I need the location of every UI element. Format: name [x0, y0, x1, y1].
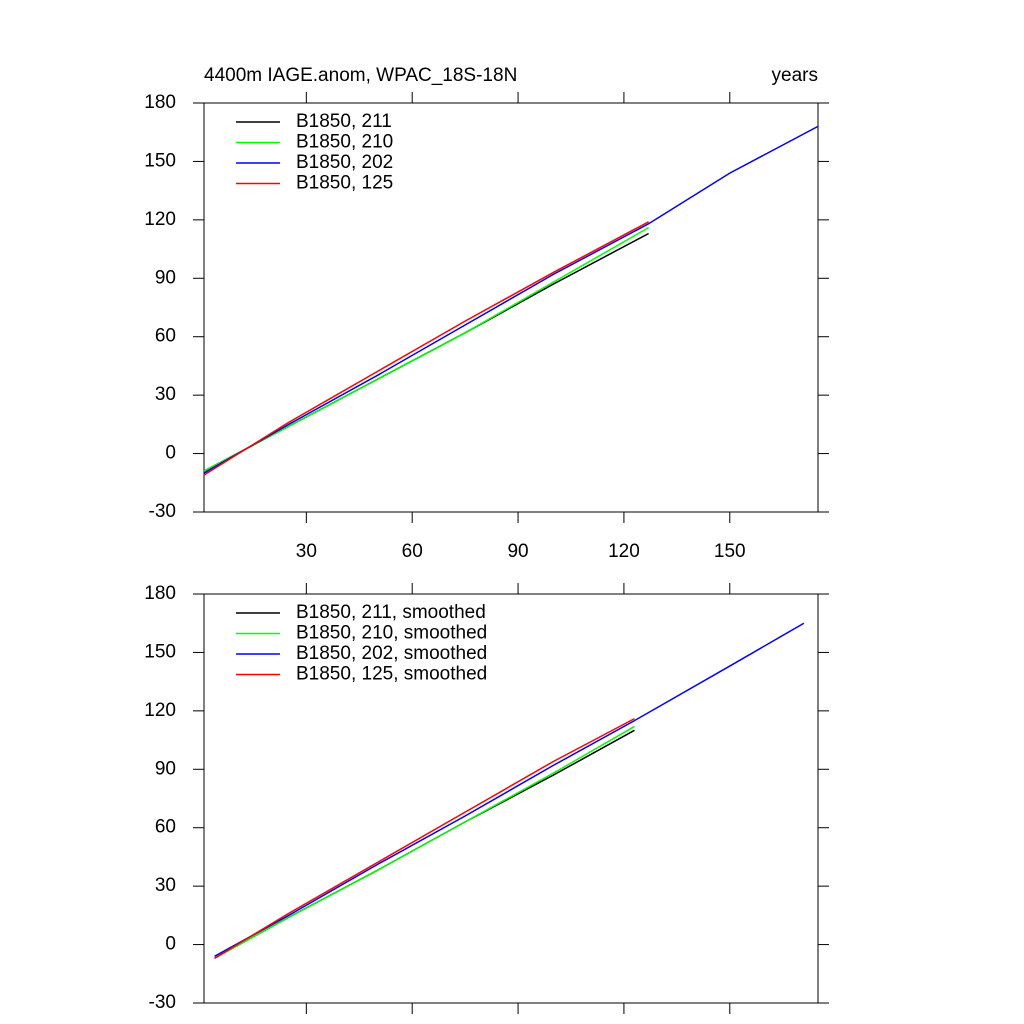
- series-line: [214, 725, 635, 959]
- y-tick-label: 30: [155, 384, 176, 405]
- y-tick-label: 60: [155, 326, 176, 347]
- series-line: [214, 622, 805, 957]
- legend-label: B1850, 210, smoothed: [296, 623, 487, 644]
- x-tick-label: 60: [402, 541, 423, 562]
- y-tick-label: -30: [149, 992, 176, 1013]
- legend-label: B1850, 211: [296, 111, 392, 132]
- y-tick-label: 0: [165, 934, 176, 955]
- y-tick-label: 90: [155, 758, 176, 779]
- legend-label: B1850, 211, smoothed: [296, 602, 486, 623]
- legend-label: B1850, 125: [296, 173, 393, 194]
- x-tick-label: 30: [296, 541, 317, 562]
- plot-frame: [203, 102, 819, 513]
- legend-label: B1850, 210: [296, 132, 393, 153]
- x-tick-label: 150: [714, 541, 746, 562]
- y-tick-label: 150: [144, 150, 176, 171]
- y-tick-label: 90: [155, 267, 176, 288]
- y-tick-label: 120: [144, 209, 176, 230]
- series-line: [203, 125, 819, 474]
- legend-label: B1850, 202: [296, 152, 393, 173]
- legend-label: B1850, 202, smoothed: [296, 643, 487, 664]
- y-tick-label: 180: [144, 583, 176, 604]
- y-tick-label: 120: [144, 700, 176, 721]
- y-tick-label: 150: [144, 641, 176, 662]
- plot-frame: [203, 593, 819, 1004]
- series-line: [203, 226, 649, 472]
- x-tick-label: 120: [608, 541, 640, 562]
- units-label: years: [772, 65, 818, 86]
- y-tick-label: 0: [165, 443, 176, 464]
- chart-title: 4400m IAGE.anom, WPAC_18S-18N: [204, 65, 517, 86]
- y-tick-label: 180: [144, 92, 176, 113]
- x-tick-label: 90: [507, 541, 528, 562]
- series-line: [203, 221, 649, 476]
- y-tick-label: 60: [155, 817, 176, 838]
- y-tick-label: 30: [155, 875, 176, 896]
- y-tick-label: -30: [149, 501, 176, 522]
- series-line: [214, 717, 635, 959]
- legend-label: B1850, 125, smoothed: [296, 664, 487, 685]
